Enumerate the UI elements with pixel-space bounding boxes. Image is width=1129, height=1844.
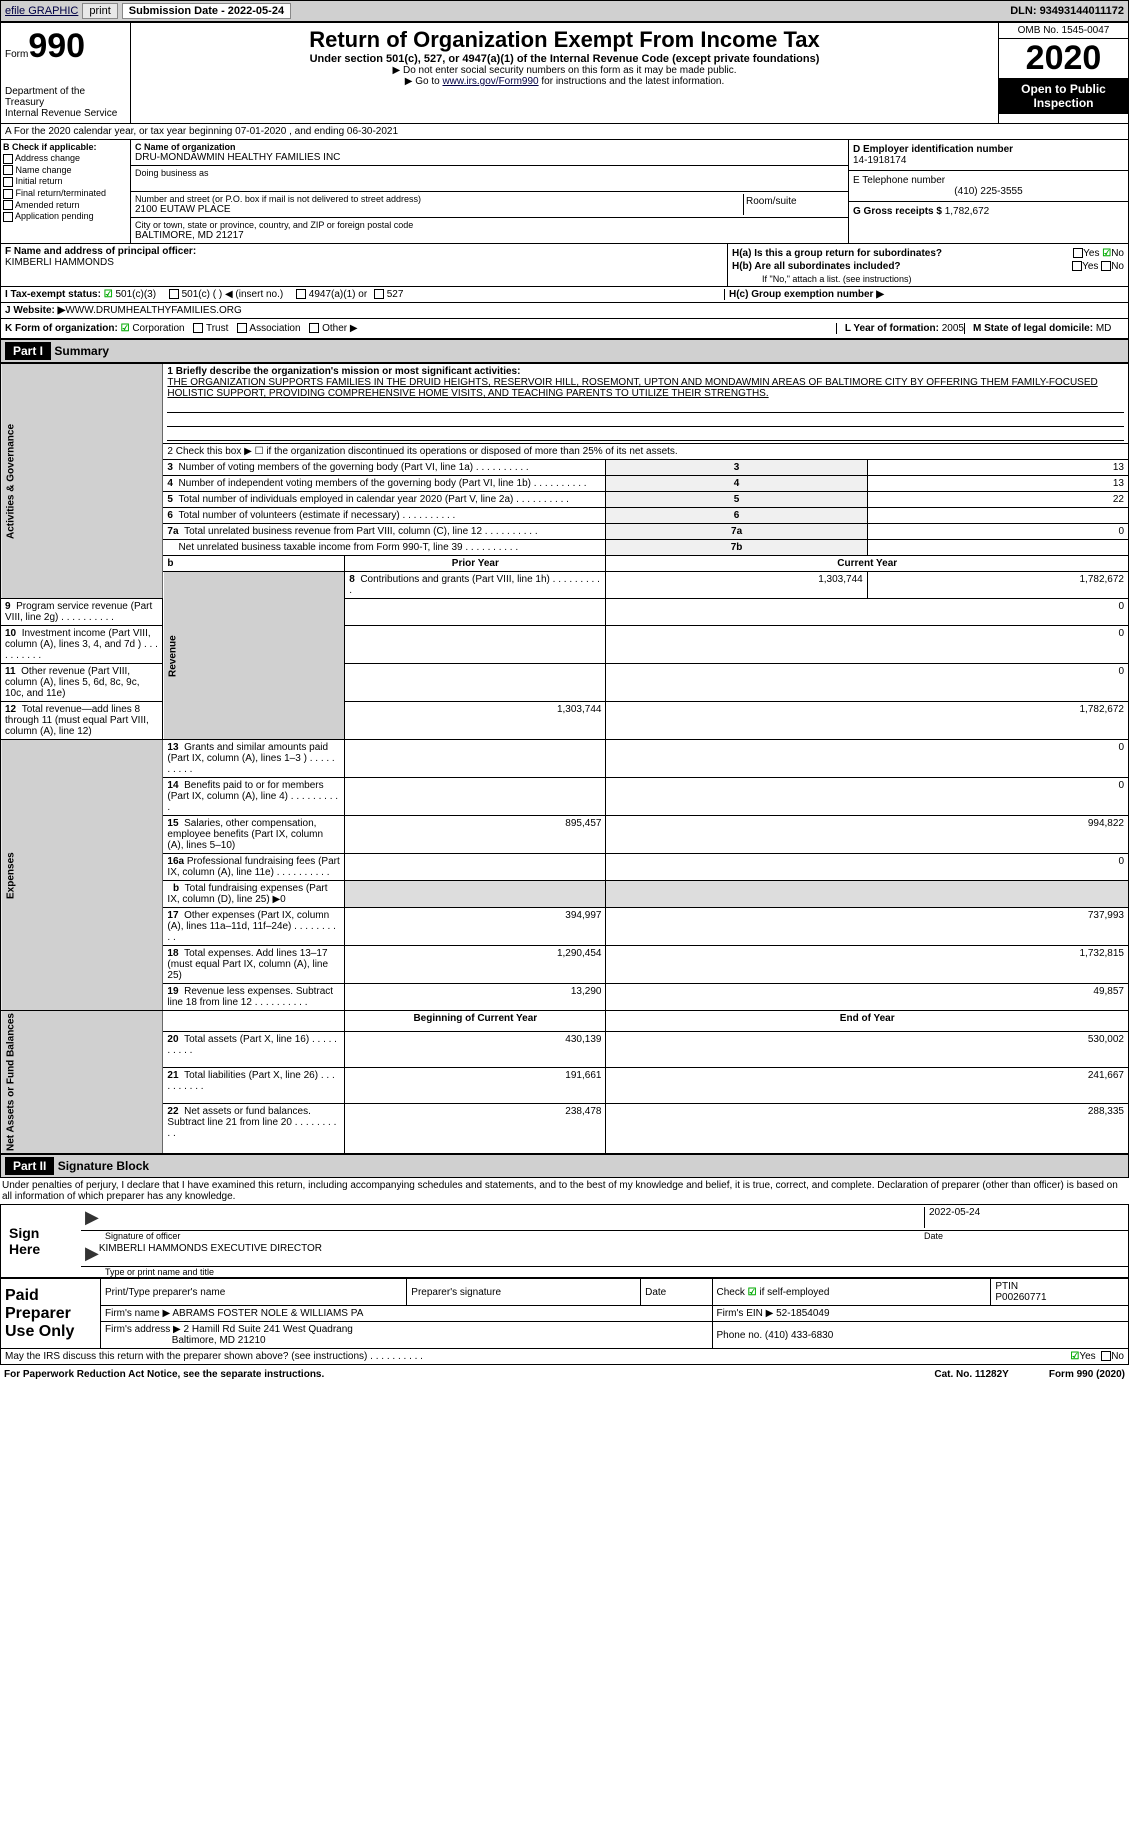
ein: 14-1918174 — [853, 155, 1124, 166]
principal-officer: KIMBERLI HAMMONDS — [5, 257, 723, 268]
org-name: DRU-MONDAWMIN HEALTHY FAMILIES INC — [135, 152, 844, 163]
ptin: P00260771 — [995, 1292, 1124, 1303]
paid-preparer-label: Paid Preparer Use Only — [1, 1279, 101, 1349]
street-address: 2100 EUTAW PLACE — [135, 204, 743, 215]
section-net-assets: Net Assets or Fund Balances — [1, 1011, 163, 1154]
top-toolbar: efile GRAPHIC print Submission Date - 20… — [0, 0, 1129, 22]
open-to-public: Open to Public Inspection — [999, 78, 1128, 114]
form-title: Return of Organization Exempt From Incom… — [135, 27, 994, 53]
row-f-h: F Name and address of principal officer:… — [0, 244, 1129, 287]
form-header: Form990 Department of the Treasury Inter… — [0, 22, 1129, 124]
form-number: Form990 — [5, 27, 126, 66]
section-expenses: Expenses — [1, 740, 163, 1011]
dln: DLN: 93493144011172 — [1010, 5, 1124, 17]
firm-ein: 52-1854049 — [776, 1308, 829, 1319]
row-i-tax-exempt: I Tax-exempt status: ☑ 501(c)(3) 501(c) … — [0, 287, 1129, 303]
page-footer: For Paperwork Reduction Act Notice, see … — [0, 1365, 1129, 1384]
summary-table: Activities & Governance 1 Briefly descri… — [0, 363, 1129, 1154]
row-a-tax-year: A For the 2020 calendar year, or tax yea… — [0, 124, 1129, 140]
website-url: WWW.DRUMHEALTHYFAMILIES.ORG — [65, 305, 242, 316]
officer-name: KIMBERLI HAMMONDS EXECUTIVE DIRECTOR — [99, 1243, 322, 1264]
firm-phone: (410) 433-6830 — [765, 1330, 833, 1341]
box-b-checkboxes: B Check if applicable: Address change Na… — [1, 140, 131, 243]
omb-number: OMB No. 1545-0047 — [999, 23, 1128, 39]
dept-treasury: Department of the Treasury — [5, 86, 126, 108]
box-d-e-g: D Employer identification number 14-1918… — [848, 140, 1128, 243]
gross-receipts: 1,782,672 — [945, 206, 990, 217]
arrow-icon: ▶ — [85, 1243, 99, 1264]
row-k-form-org: K Form of organization: ☑ Corporation Tr… — [0, 319, 1129, 339]
tax-year: 2020 — [999, 39, 1128, 78]
submission-date: Submission Date - 2022-05-24 — [122, 3, 291, 19]
telephone: (410) 225-3555 — [853, 186, 1124, 197]
firm-name: ABRAMS FOSTER NOLE & WILLIAMS PA — [172, 1308, 363, 1319]
efile-link[interactable]: efile GRAPHIC — [5, 5, 78, 17]
print-button[interactable]: print — [82, 3, 117, 19]
instructions-note: ▶ Go to www.irs.gov/Form990 for instruct… — [135, 76, 994, 87]
irs-label: Internal Revenue Service — [5, 108, 126, 119]
ssn-note: ▶ Do not enter social security numbers o… — [135, 65, 994, 76]
row-j-website: J Website: ▶ WWW.DRUMHEALTHYFAMILIES.ORG — [0, 303, 1129, 319]
part2-header: Part II Signature Block — [0, 1154, 1129, 1178]
box-c-org-info: C Name of organization DRU-MONDAWMIN HEA… — [131, 140, 848, 243]
sign-date: 2022-05-24 — [924, 1207, 1124, 1228]
discuss-row: May the IRS discuss this return with the… — [0, 1349, 1129, 1365]
form-subtitle: Under section 501(c), 527, or 4947(a)(1)… — [135, 53, 994, 65]
mission-text: THE ORGANIZATION SUPPORTS FAMILIES IN TH… — [167, 377, 1124, 399]
part1-header: Part I Summary — [0, 339, 1129, 363]
city-state-zip: BALTIMORE, MD 21217 — [135, 230, 844, 241]
irs-link[interactable]: www.irs.gov/Form990 — [442, 76, 538, 87]
signature-block: Sign Here ▶ 2022-05-24 Signature of offi… — [0, 1204, 1129, 1278]
sign-here-label: Sign Here — [1, 1205, 81, 1277]
section-revenue: Revenue — [163, 572, 345, 740]
entity-info-grid: B Check if applicable: Address change Na… — [0, 140, 1129, 244]
perjury-declaration: Under penalties of perjury, I declare th… — [0, 1178, 1129, 1204]
arrow-icon: ▶ — [85, 1207, 99, 1228]
section-activities: Activities & Governance — [1, 364, 163, 599]
preparer-block: Paid Preparer Use Only Print/Type prepar… — [0, 1278, 1129, 1349]
